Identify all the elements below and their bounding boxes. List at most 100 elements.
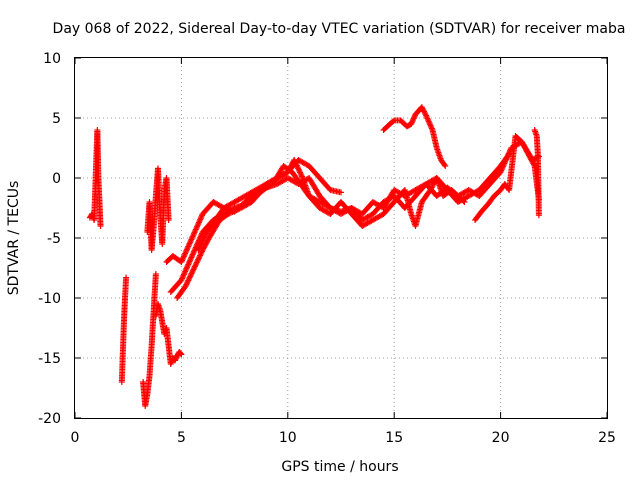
data-point <box>298 172 305 179</box>
data-point <box>197 251 204 258</box>
data-point <box>189 267 196 274</box>
data-point <box>185 277 192 284</box>
x-tick-label: 10 <box>279 430 297 446</box>
chart-title: Day 068 of 2022, Sidereal Day-to-day VTE… <box>53 21 626 37</box>
data-point <box>196 244 203 251</box>
y-tick-label: 0 <box>52 171 61 187</box>
data-point <box>185 276 192 283</box>
series-rise-A <box>163 157 344 265</box>
data-point <box>390 118 397 125</box>
y-tick-label: -5 <box>47 231 61 247</box>
data-point <box>152 271 159 277</box>
series-cluster-4.2h <box>152 301 185 367</box>
data-point <box>123 274 130 281</box>
data-point <box>193 259 200 266</box>
data-point <box>198 240 205 247</box>
data-point <box>535 212 542 219</box>
x-axis-label: GPS time / hours <box>281 459 398 475</box>
data-point <box>461 199 468 205</box>
x-tick-label: 5 <box>177 430 186 446</box>
data-point <box>297 169 304 176</box>
data-point <box>410 115 417 122</box>
data-point <box>297 170 304 177</box>
data-point <box>183 280 190 287</box>
data-point <box>200 235 207 242</box>
data-point <box>196 245 203 252</box>
series-dip-3.3h <box>140 271 159 409</box>
x-tick-label: 25 <box>598 430 616 446</box>
data-point <box>198 249 205 256</box>
data-point <box>299 173 306 180</box>
data-point <box>293 162 300 169</box>
y-tick-label: 5 <box>52 111 61 127</box>
series-spike-3.5h <box>144 165 172 253</box>
y-tick-label: -15 <box>38 351 61 367</box>
series-tail-21.7h <box>531 127 542 219</box>
data-point <box>292 159 299 166</box>
data-point <box>295 165 302 172</box>
data-point <box>201 234 208 241</box>
data-point <box>338 189 344 196</box>
data-point <box>191 263 198 270</box>
data-point <box>183 281 190 288</box>
data-point <box>291 157 298 163</box>
data-point <box>187 271 194 278</box>
data-point <box>200 237 207 244</box>
series-rise-C <box>174 151 513 301</box>
x-tick-label: 15 <box>385 430 403 446</box>
series-tail-1.0h <box>86 127 104 229</box>
series-arc-16h <box>380 104 449 169</box>
data-point <box>193 260 200 267</box>
y-tick-label: -10 <box>38 291 61 307</box>
data-point <box>196 253 203 260</box>
data-point <box>199 238 206 245</box>
data-point <box>191 265 198 271</box>
data-points <box>86 104 542 409</box>
data-point <box>177 350 184 357</box>
data-point <box>197 252 204 259</box>
data-point <box>296 168 303 175</box>
data-point <box>201 233 208 240</box>
data-point <box>202 231 209 238</box>
data-point <box>187 273 194 280</box>
data-point <box>294 163 301 170</box>
data-point <box>188 270 195 277</box>
data-point <box>199 248 206 255</box>
x-tick-label: 0 <box>71 430 80 446</box>
data-point <box>408 121 415 127</box>
series-tail-2.3h <box>118 274 130 385</box>
data-point <box>411 114 418 121</box>
data-point <box>192 262 199 269</box>
x-tick-label: 20 <box>492 430 510 446</box>
y-tick-label: -20 <box>38 411 61 427</box>
data-point <box>293 161 300 168</box>
data-point <box>460 198 467 204</box>
data-point <box>194 258 201 265</box>
plot-frame <box>74 57 608 419</box>
data-point <box>184 278 191 285</box>
data-point <box>195 256 202 263</box>
data-point <box>195 247 202 253</box>
data-point <box>410 116 417 123</box>
data-point <box>295 166 302 173</box>
data-point <box>165 217 172 223</box>
data-point <box>178 351 185 358</box>
data-point <box>190 266 197 273</box>
data-point <box>409 118 416 125</box>
data-point <box>408 119 415 126</box>
data-point <box>182 283 189 289</box>
data-point <box>442 163 449 169</box>
data-point <box>441 161 448 168</box>
data-point <box>195 255 202 262</box>
series-rise-D <box>195 157 468 253</box>
y-axis-label: SDTVAR / TECUs <box>6 181 22 296</box>
y-tick-label: 10 <box>43 51 61 67</box>
data-point <box>189 269 196 276</box>
data-point <box>198 241 205 248</box>
data-point <box>291 158 298 165</box>
data-point <box>197 242 204 249</box>
data-point <box>186 274 193 281</box>
data-point <box>97 223 104 229</box>
axis-ticks: 0 5 10 15 20 25 -20 -15 -10 -5 0 5 10 <box>38 51 616 446</box>
